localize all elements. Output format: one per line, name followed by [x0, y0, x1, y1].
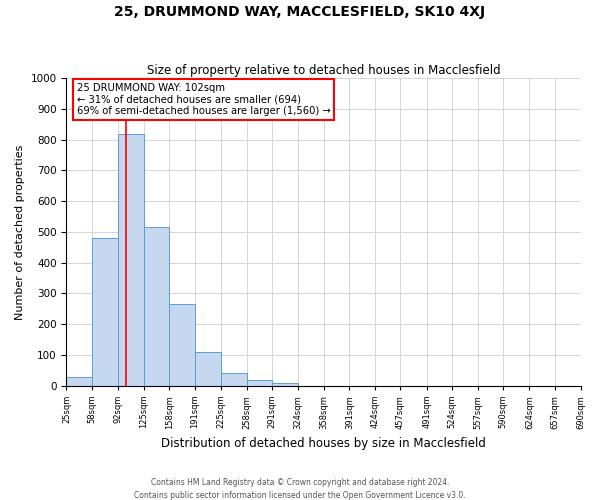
Bar [144, 228, 169, 386]
Bar [272, 382, 298, 386]
Bar [195, 352, 221, 386]
Text: Contains HM Land Registry data © Crown copyright and database right 2024.
Contai: Contains HM Land Registry data © Crown c… [134, 478, 466, 500]
Bar [221, 374, 247, 386]
Bar [67, 376, 92, 386]
Bar [169, 304, 195, 386]
Bar [92, 238, 118, 386]
Bar [118, 134, 144, 386]
X-axis label: Distribution of detached houses by size in Macclesfield: Distribution of detached houses by size … [161, 437, 486, 450]
Title: Size of property relative to detached houses in Macclesfield: Size of property relative to detached ho… [146, 64, 500, 77]
Y-axis label: Number of detached properties: Number of detached properties [15, 144, 25, 320]
Bar [247, 380, 272, 386]
Text: 25 DRUMMOND WAY: 102sqm
← 31% of detached houses are smaller (694)
69% of semi-d: 25 DRUMMOND WAY: 102sqm ← 31% of detache… [77, 83, 331, 116]
Text: 25, DRUMMOND WAY, MACCLESFIELD, SK10 4XJ: 25, DRUMMOND WAY, MACCLESFIELD, SK10 4XJ [115, 5, 485, 19]
